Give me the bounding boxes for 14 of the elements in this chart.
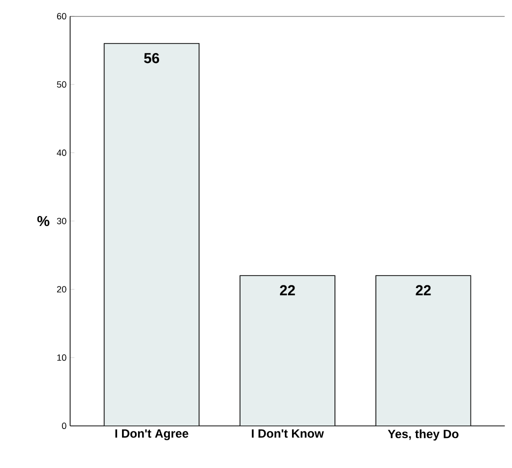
y-tick-label: 0: [62, 422, 66, 430]
y-tick-label: 50: [56, 81, 66, 88]
x-tick-label: I Don't Know: [252, 429, 324, 438]
y-tick-label: 10: [57, 354, 66, 361]
y-tick-label: 20: [57, 286, 66, 292]
y-axis-title: %: [37, 216, 50, 226]
data-label: 56: [144, 53, 160, 64]
y-tick-label: 30: [56, 218, 66, 224]
data-label: 22: [280, 285, 295, 296]
x-tick-label: I Don't Agree: [115, 429, 188, 440]
x-tick-label: Yes, they Do: [388, 429, 458, 441]
y-tick-label: 40: [56, 150, 66, 156]
y-tick-label: 60: [57, 13, 66, 20]
data-label: 22: [416, 285, 431, 296]
